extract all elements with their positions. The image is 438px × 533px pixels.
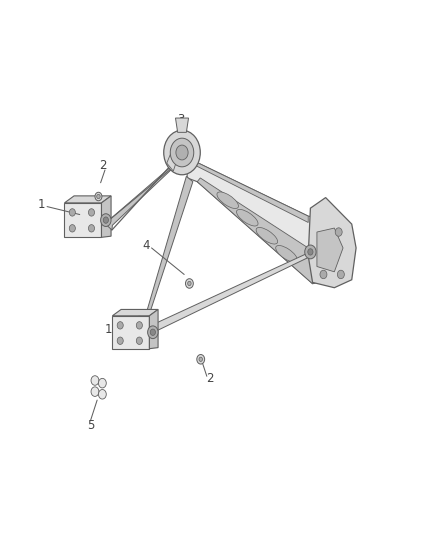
- Circle shape: [99, 378, 106, 388]
- Circle shape: [91, 387, 99, 397]
- Circle shape: [185, 279, 193, 288]
- Circle shape: [337, 270, 344, 279]
- Polygon shape: [184, 158, 311, 222]
- Polygon shape: [176, 118, 188, 132]
- Circle shape: [69, 224, 75, 232]
- Circle shape: [176, 145, 188, 160]
- Circle shape: [164, 130, 200, 175]
- Polygon shape: [317, 228, 343, 272]
- Circle shape: [101, 214, 111, 227]
- Ellipse shape: [256, 228, 278, 244]
- Polygon shape: [197, 178, 347, 284]
- Circle shape: [99, 390, 106, 399]
- Circle shape: [187, 281, 191, 286]
- Polygon shape: [167, 152, 178, 171]
- Ellipse shape: [276, 246, 297, 262]
- Ellipse shape: [217, 192, 238, 208]
- Polygon shape: [190, 176, 315, 265]
- Circle shape: [170, 138, 194, 167]
- Polygon shape: [149, 310, 158, 349]
- Ellipse shape: [237, 209, 258, 226]
- Circle shape: [335, 228, 342, 236]
- Circle shape: [148, 326, 158, 338]
- Circle shape: [69, 209, 75, 216]
- Circle shape: [97, 195, 100, 199]
- Circle shape: [305, 245, 316, 259]
- Circle shape: [117, 321, 123, 329]
- Circle shape: [88, 224, 95, 232]
- Circle shape: [308, 249, 313, 255]
- Text: 2: 2: [99, 159, 106, 172]
- Polygon shape: [308, 198, 356, 288]
- Text: 3: 3: [177, 113, 185, 126]
- Polygon shape: [136, 252, 311, 330]
- Text: 2: 2: [207, 373, 214, 385]
- Text: 5: 5: [87, 419, 94, 432]
- Circle shape: [95, 192, 102, 201]
- Circle shape: [103, 217, 109, 223]
- Circle shape: [88, 209, 95, 216]
- Polygon shape: [193, 160, 308, 222]
- Circle shape: [197, 354, 205, 364]
- Polygon shape: [64, 203, 102, 237]
- Polygon shape: [130, 310, 149, 327]
- Circle shape: [199, 357, 202, 361]
- Circle shape: [136, 337, 142, 344]
- Circle shape: [150, 329, 155, 335]
- Polygon shape: [105, 158, 180, 230]
- Polygon shape: [102, 196, 111, 237]
- Text: 4: 4: [142, 239, 150, 252]
- Circle shape: [136, 321, 142, 329]
- Polygon shape: [147, 176, 193, 314]
- Text: 1: 1: [38, 198, 46, 212]
- Circle shape: [91, 376, 99, 385]
- Polygon shape: [186, 155, 347, 284]
- Polygon shape: [113, 316, 149, 349]
- Circle shape: [320, 270, 327, 279]
- Text: 1: 1: [104, 323, 112, 336]
- Polygon shape: [113, 310, 158, 316]
- Circle shape: [117, 337, 123, 344]
- Polygon shape: [64, 196, 111, 203]
